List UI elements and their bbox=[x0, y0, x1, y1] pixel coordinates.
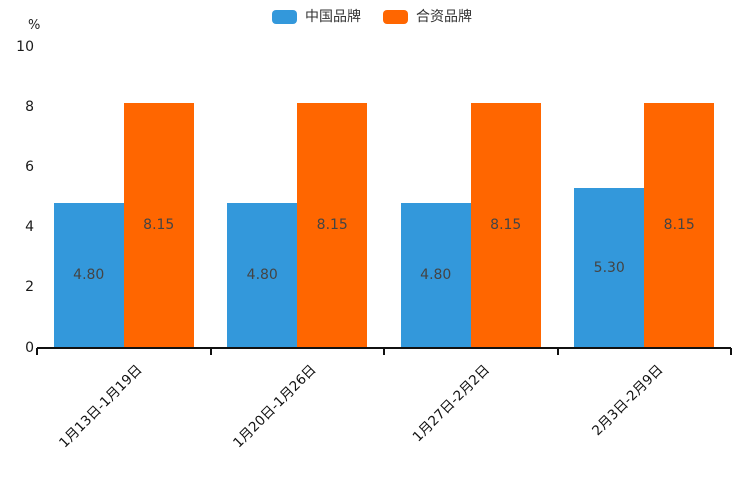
y-tick-label-0: 0 bbox=[25, 339, 34, 356]
bar-value-label-series2-group3: 8.15 bbox=[490, 217, 522, 234]
bar-series2-group3[interactable] bbox=[470, 102, 541, 348]
legend-label-joint-venture-brands: 合资品牌 bbox=[416, 9, 472, 25]
x-axis-tick-4 bbox=[730, 348, 732, 355]
x-axis-tick-3 bbox=[556, 348, 559, 355]
bar-series2-group4[interactable] bbox=[644, 102, 715, 348]
bar-series1-group4[interactable] bbox=[574, 188, 645, 348]
y-tick-label-6: 6 bbox=[25, 159, 34, 176]
y-axis-unit-label: % bbox=[28, 18, 41, 33]
legend: 中国品牌 合资品牌 bbox=[0, 8, 744, 26]
x-axis-tick-1 bbox=[209, 348, 212, 355]
x-category-label-group1: 1月13日-1月19日 bbox=[56, 361, 146, 452]
bar-series1-group1[interactable] bbox=[53, 203, 124, 348]
legend-swatch-joint-venture-brands bbox=[383, 10, 408, 24]
y-tick-label-2: 2 bbox=[25, 279, 34, 296]
x-axis-tick-2 bbox=[383, 348, 385, 355]
bar-series2-group2[interactable] bbox=[297, 102, 368, 348]
y-tick-label-4: 4 bbox=[25, 219, 34, 236]
x-category-label-group2: 1月20日-1月26日 bbox=[230, 361, 320, 452]
y-tick-label-10: 10 bbox=[16, 39, 34, 55]
bar-value-label-series2-group4: 8.15 bbox=[663, 217, 695, 234]
bar-value-label-series1-group1: 4.80 bbox=[73, 267, 105, 284]
bar-series2-group1[interactable] bbox=[123, 102, 194, 348]
x-category-label-group4: 2月3日-2月9日 bbox=[589, 361, 667, 440]
bar-series1-group3[interactable] bbox=[400, 203, 471, 348]
bar-value-label-series2-group1: 8.15 bbox=[143, 217, 175, 234]
bar-value-label-series1-group3: 4.80 bbox=[420, 267, 452, 284]
x-axis-tick-0 bbox=[36, 348, 38, 355]
legend-swatch-china-brands bbox=[272, 10, 297, 24]
bar-value-label-series1-group2: 4.80 bbox=[246, 267, 278, 284]
bar-series1-group2[interactable] bbox=[227, 203, 298, 348]
legend-item-china-brands[interactable]: 中国品牌 bbox=[272, 8, 361, 26]
y-tick-label-8: 8 bbox=[25, 99, 34, 116]
legend-item-joint-venture-brands[interactable]: 合资品牌 bbox=[383, 8, 472, 26]
bar-value-label-series2-group2: 8.15 bbox=[316, 217, 348, 234]
bar-value-label-series1-group4: 5.30 bbox=[593, 259, 625, 276]
x-category-label-group3: 1月27日-2月2日 bbox=[409, 361, 493, 446]
legend-label-china-brands: 中国品牌 bbox=[305, 9, 361, 25]
